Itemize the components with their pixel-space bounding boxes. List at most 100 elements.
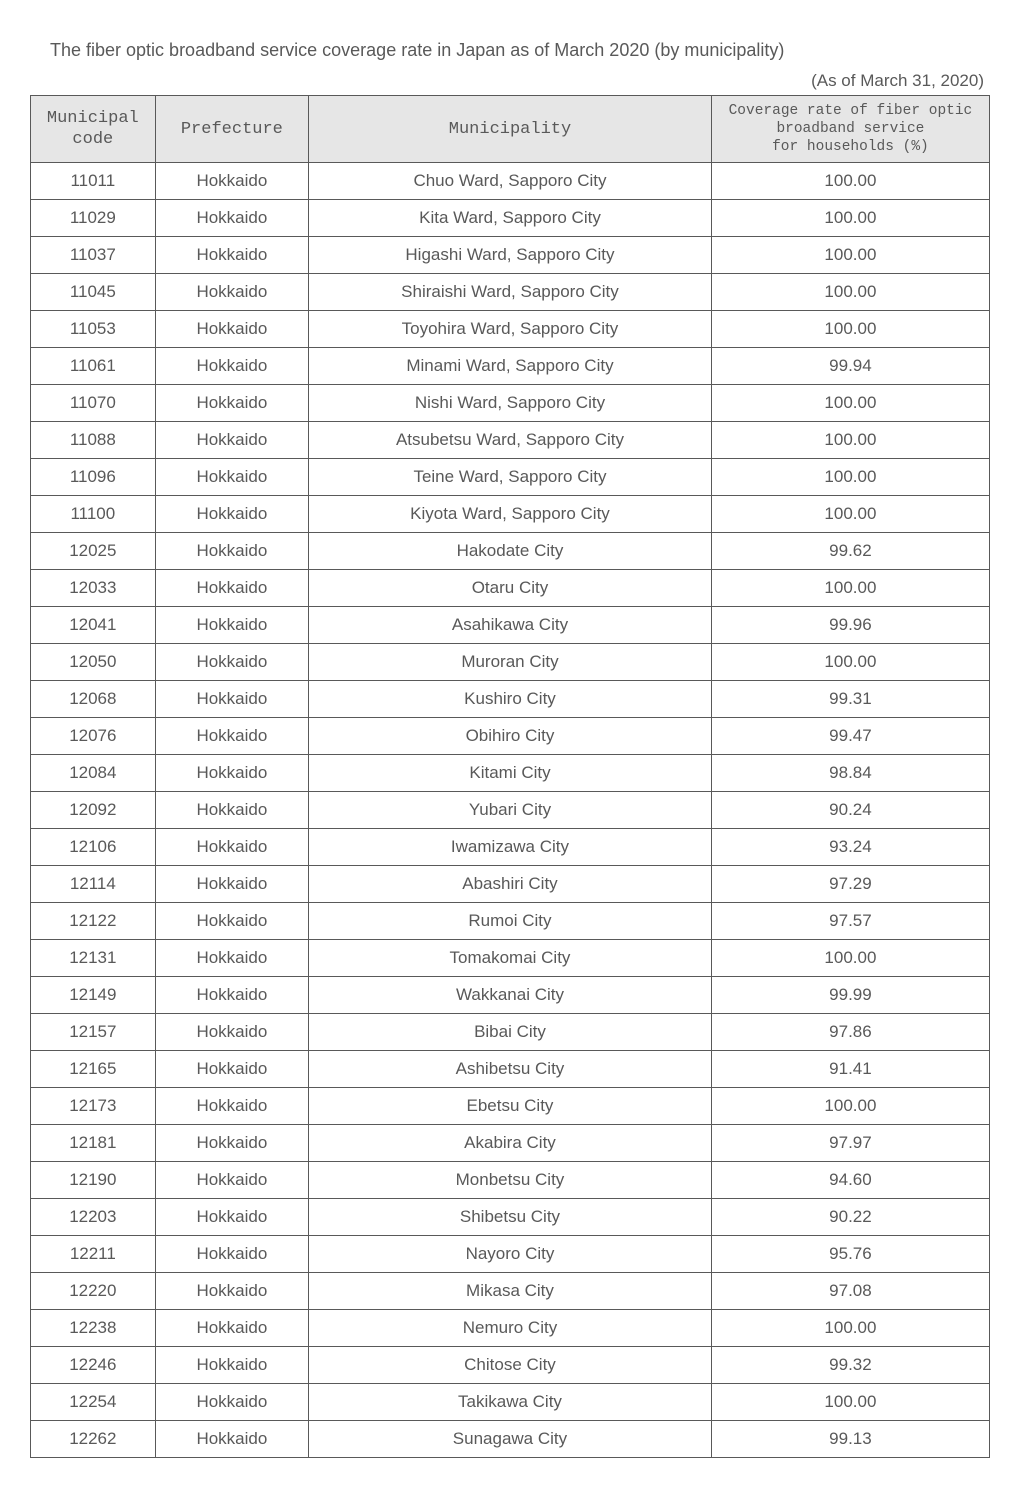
table-row: 12106HokkaidoIwamizawa City93.24: [31, 829, 990, 866]
col-header-municipality: Municipality: [309, 96, 712, 163]
cell-code: 11053: [31, 311, 156, 348]
cell-municipality: Wakkanai City: [309, 977, 712, 1014]
cell-prefecture: Hokkaido: [155, 274, 308, 311]
cell-code: 12114: [31, 866, 156, 903]
cell-prefecture: Hokkaido: [155, 1199, 308, 1236]
cell-code: 11011: [31, 163, 156, 200]
cell-prefecture: Hokkaido: [155, 1236, 308, 1273]
table-body: 11011HokkaidoChuo Ward, Sapporo City100.…: [31, 163, 990, 1458]
cell-code: 12211: [31, 1236, 156, 1273]
cell-municipality: Chitose City: [309, 1347, 712, 1384]
table-row: 12246HokkaidoChitose City99.32: [31, 1347, 990, 1384]
cell-code: 12238: [31, 1310, 156, 1347]
table-row: 12254HokkaidoTakikawa City100.00: [31, 1384, 990, 1421]
cell-rate: 99.99: [711, 977, 989, 1014]
cell-rate: 94.60: [711, 1162, 989, 1199]
table-row: 12131HokkaidoTomakomai City100.00: [31, 940, 990, 977]
cell-prefecture: Hokkaido: [155, 1384, 308, 1421]
cell-prefecture: Hokkaido: [155, 977, 308, 1014]
cell-rate: 100.00: [711, 237, 989, 274]
table-row: 11045HokkaidoShiraishi Ward, Sapporo Cit…: [31, 274, 990, 311]
cell-rate: 90.22: [711, 1199, 989, 1236]
cell-municipality: Nishi Ward, Sapporo City: [309, 385, 712, 422]
table-row: 12165HokkaidoAshibetsu City91.41: [31, 1051, 990, 1088]
cell-rate: 99.13: [711, 1421, 989, 1458]
cell-code: 11061: [31, 348, 156, 385]
cell-rate: 97.29: [711, 866, 989, 903]
table-row: 12203HokkaidoShibetsu City90.22: [31, 1199, 990, 1236]
cell-municipality: Nemuro City: [309, 1310, 712, 1347]
cell-prefecture: Hokkaido: [155, 1347, 308, 1384]
cell-code: 12149: [31, 977, 156, 1014]
cell-rate: 100.00: [711, 496, 989, 533]
cell-code: 12190: [31, 1162, 156, 1199]
cell-rate: 100.00: [711, 1088, 989, 1125]
cell-municipality: Shiraishi Ward, Sapporo City: [309, 274, 712, 311]
cell-code: 12041: [31, 607, 156, 644]
cell-rate: 97.97: [711, 1125, 989, 1162]
cell-municipality: Ashibetsu City: [309, 1051, 712, 1088]
cell-rate: 99.94: [711, 348, 989, 385]
cell-rate: 95.76: [711, 1236, 989, 1273]
cell-code: 12165: [31, 1051, 156, 1088]
table-row: 12220HokkaidoMikasa City97.08: [31, 1273, 990, 1310]
col-header-prefecture: Prefecture: [155, 96, 308, 163]
cell-municipality: Higashi Ward, Sapporo City: [309, 237, 712, 274]
cell-rate: 99.96: [711, 607, 989, 644]
cell-code: 12220: [31, 1273, 156, 1310]
as-of-date: (As of March 31, 2020): [30, 71, 990, 91]
cell-rate: 100.00: [711, 200, 989, 237]
cell-code: 12068: [31, 681, 156, 718]
cell-prefecture: Hokkaido: [155, 533, 308, 570]
cell-prefecture: Hokkaido: [155, 940, 308, 977]
table-row: 12092HokkaidoYubari City90.24: [31, 792, 990, 829]
cell-municipality: Rumoi City: [309, 903, 712, 940]
table-row: 11088HokkaidoAtsubetsu Ward, Sapporo Cit…: [31, 422, 990, 459]
cell-rate: 100.00: [711, 274, 989, 311]
cell-municipality: Mikasa City: [309, 1273, 712, 1310]
cell-municipality: Chuo Ward, Sapporo City: [309, 163, 712, 200]
cell-prefecture: Hokkaido: [155, 237, 308, 274]
cell-municipality: Shibetsu City: [309, 1199, 712, 1236]
cell-prefecture: Hokkaido: [155, 792, 308, 829]
table-row: 12033HokkaidoOtaru City100.00: [31, 570, 990, 607]
table-row: 11070HokkaidoNishi Ward, Sapporo City100…: [31, 385, 990, 422]
cell-rate: 100.00: [711, 1310, 989, 1347]
cell-code: 12157: [31, 1014, 156, 1051]
cell-municipality: Yubari City: [309, 792, 712, 829]
table-row: 12173HokkaidoEbetsu City100.00: [31, 1088, 990, 1125]
cell-prefecture: Hokkaido: [155, 1421, 308, 1458]
cell-municipality: Kitami City: [309, 755, 712, 792]
table-row: 12190HokkaidoMonbetsu City94.60: [31, 1162, 990, 1199]
cell-municipality: Bibai City: [309, 1014, 712, 1051]
cell-rate: 100.00: [711, 163, 989, 200]
table-row: 11029HokkaidoKita Ward, Sapporo City100.…: [31, 200, 990, 237]
cell-municipality: Minami Ward, Sapporo City: [309, 348, 712, 385]
cell-municipality: Tomakomai City: [309, 940, 712, 977]
cell-municipality: Atsubetsu Ward, Sapporo City: [309, 422, 712, 459]
cell-code: 12262: [31, 1421, 156, 1458]
cell-prefecture: Hokkaido: [155, 755, 308, 792]
cell-rate: 97.57: [711, 903, 989, 940]
cell-rate: 99.47: [711, 718, 989, 755]
cell-code: 12181: [31, 1125, 156, 1162]
cell-code: 12050: [31, 644, 156, 681]
table-row: 12050HokkaidoMuroran City100.00: [31, 644, 990, 681]
cell-municipality: Abashiri City: [309, 866, 712, 903]
table-row: 12211HokkaidoNayoro City95.76: [31, 1236, 990, 1273]
cell-prefecture: Hokkaido: [155, 866, 308, 903]
cell-prefecture: Hokkaido: [155, 1273, 308, 1310]
cell-prefecture: Hokkaido: [155, 903, 308, 940]
cell-code: 12092: [31, 792, 156, 829]
table-row: 12114HokkaidoAbashiri City97.29: [31, 866, 990, 903]
table-row: 12076HokkaidoObihiro City99.47: [31, 718, 990, 755]
cell-prefecture: Hokkaido: [155, 570, 308, 607]
cell-rate: 98.84: [711, 755, 989, 792]
cell-code: 12033: [31, 570, 156, 607]
cell-municipality: Muroran City: [309, 644, 712, 681]
cell-prefecture: Hokkaido: [155, 1125, 308, 1162]
cell-rate: 100.00: [711, 644, 989, 681]
table-row: 11100HokkaidoKiyota Ward, Sapporo City10…: [31, 496, 990, 533]
cell-municipality: Monbetsu City: [309, 1162, 712, 1199]
cell-prefecture: Hokkaido: [155, 496, 308, 533]
